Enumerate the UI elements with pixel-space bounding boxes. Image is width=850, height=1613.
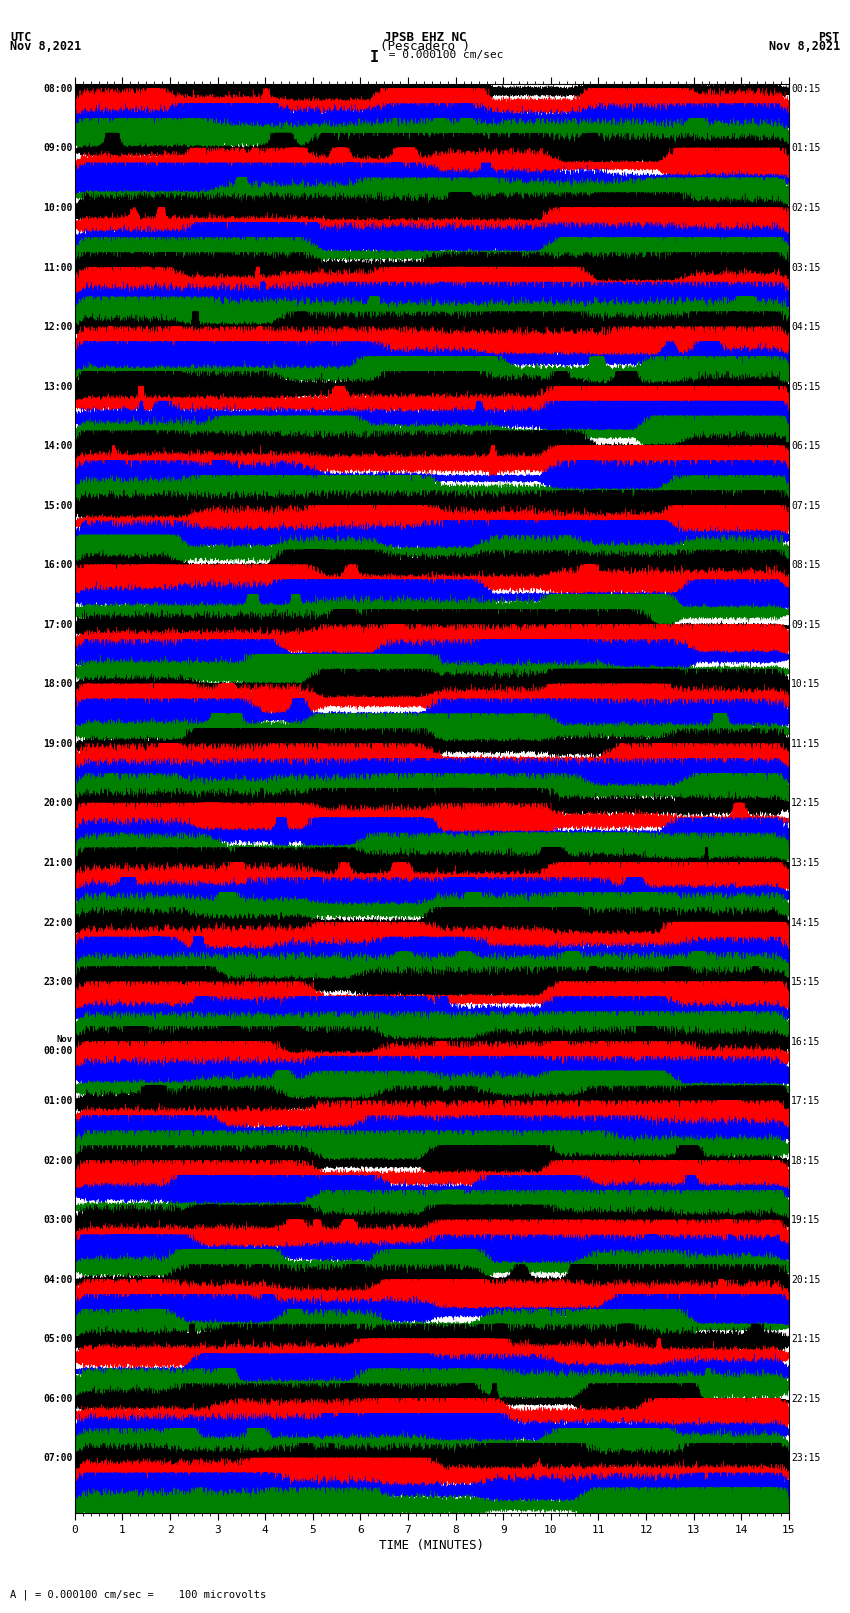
Text: 04:15: 04:15: [791, 323, 820, 332]
Text: 18:15: 18:15: [791, 1155, 820, 1166]
Text: 03:00: 03:00: [43, 1215, 72, 1226]
Text: 01:00: 01:00: [43, 1097, 72, 1107]
X-axis label: TIME (MINUTES): TIME (MINUTES): [379, 1539, 484, 1552]
Text: 12:00: 12:00: [43, 323, 72, 332]
Text: 10:15: 10:15: [791, 679, 820, 689]
Text: 17:00: 17:00: [43, 619, 72, 629]
Text: 18:00: 18:00: [43, 679, 72, 689]
Text: 09:00: 09:00: [43, 144, 72, 153]
Text: 22:00: 22:00: [43, 918, 72, 927]
Text: 13:00: 13:00: [43, 382, 72, 392]
Text: 00:15: 00:15: [791, 84, 820, 94]
Text: Nov 8,2021: Nov 8,2021: [768, 40, 840, 53]
Text: 19:15: 19:15: [791, 1215, 820, 1226]
Text: A | = 0.000100 cm/sec =    100 microvolts: A | = 0.000100 cm/sec = 100 microvolts: [10, 1589, 266, 1600]
Text: 07:15: 07:15: [791, 500, 820, 511]
Text: 20:15: 20:15: [791, 1274, 820, 1286]
Text: 08:15: 08:15: [791, 560, 820, 571]
Text: 01:15: 01:15: [791, 144, 820, 153]
Text: 03:15: 03:15: [791, 263, 820, 273]
Text: = 0.000100 cm/sec: = 0.000100 cm/sec: [382, 50, 504, 60]
Text: 14:15: 14:15: [791, 918, 820, 927]
Text: 22:15: 22:15: [791, 1394, 820, 1403]
Text: I: I: [370, 50, 378, 65]
Text: 11:15: 11:15: [791, 739, 820, 748]
Text: 00:00: 00:00: [43, 1045, 72, 1055]
Text: 21:15: 21:15: [791, 1334, 820, 1344]
Text: 07:00: 07:00: [43, 1453, 72, 1463]
Text: 05:00: 05:00: [43, 1334, 72, 1344]
Text: 12:15: 12:15: [791, 798, 820, 808]
Text: 23:15: 23:15: [791, 1453, 820, 1463]
Text: 09:15: 09:15: [791, 619, 820, 629]
Text: 02:15: 02:15: [791, 203, 820, 213]
Text: 08:00: 08:00: [43, 84, 72, 94]
Text: 13:15: 13:15: [791, 858, 820, 868]
Text: 14:00: 14:00: [43, 442, 72, 452]
Text: 17:15: 17:15: [791, 1097, 820, 1107]
Text: Nov: Nov: [57, 1036, 72, 1044]
Text: 21:00: 21:00: [43, 858, 72, 868]
Text: 04:00: 04:00: [43, 1274, 72, 1286]
Text: 06:00: 06:00: [43, 1394, 72, 1403]
Text: 19:00: 19:00: [43, 739, 72, 748]
Text: 20:00: 20:00: [43, 798, 72, 808]
Text: JPSB EHZ NC: JPSB EHZ NC: [383, 31, 467, 44]
Text: Nov 8,2021: Nov 8,2021: [10, 40, 82, 53]
Text: 16:00: 16:00: [43, 560, 72, 571]
Text: (Pescadero ): (Pescadero ): [380, 40, 470, 53]
Text: PST: PST: [819, 31, 840, 44]
Text: 16:15: 16:15: [791, 1037, 820, 1047]
Text: 10:00: 10:00: [43, 203, 72, 213]
Text: 06:15: 06:15: [791, 442, 820, 452]
Text: 11:00: 11:00: [43, 263, 72, 273]
Text: 15:00: 15:00: [43, 500, 72, 511]
Text: 05:15: 05:15: [791, 382, 820, 392]
Text: 02:00: 02:00: [43, 1155, 72, 1166]
Text: UTC: UTC: [10, 31, 31, 44]
Text: 23:00: 23:00: [43, 977, 72, 987]
Text: 15:15: 15:15: [791, 977, 820, 987]
